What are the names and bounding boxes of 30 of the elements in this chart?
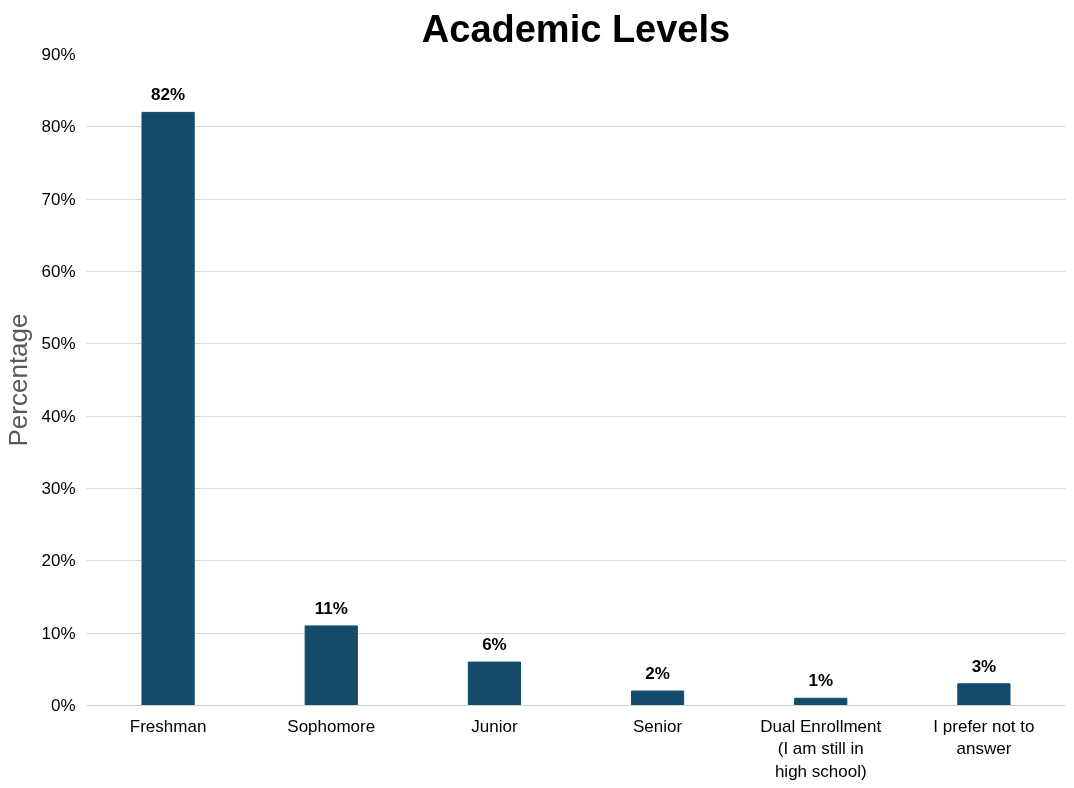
x-tick-label: Dual Enrollment (I am still in high school) [760, 716, 882, 782]
y-tick-label: 20% [41, 551, 76, 571]
y-axis-title: Percentage [3, 313, 34, 447]
data-label: 82% [151, 85, 186, 105]
bar [794, 697, 848, 706]
x-tick-label: Senior [633, 716, 683, 736]
y-tick-label: 60% [41, 262, 76, 281]
x-tick-label: Freshman [129, 716, 207, 736]
y-tick-label: 30% [41, 479, 76, 498]
chart-title: Academic Levels [421, 7, 731, 50]
data-label: 3% [971, 656, 997, 676]
bar [467, 661, 522, 706]
bar [630, 690, 685, 706]
data-label: 1% [808, 671, 834, 691]
bar [141, 111, 195, 706]
data-label: 6% [482, 635, 507, 655]
y-tick-label: 40% [41, 406, 76, 426]
bar [304, 625, 358, 706]
x-tick-label: Junior [471, 716, 518, 736]
data-label: 2% [645, 664, 670, 684]
x-tick-label: Sophomore [287, 716, 376, 736]
y-tick-label: 50% [41, 334, 76, 354]
x-tick-label: I prefer not to answer [933, 716, 1035, 759]
data-label: 11% [314, 598, 348, 618]
y-tick-label: 80% [41, 117, 76, 137]
y-tick-label: 90% [41, 45, 76, 64]
y-tick-label: 10% [41, 623, 76, 643]
y-tick-label: 70% [41, 189, 76, 209]
y-tick-label: 0% [50, 696, 76, 715]
bar [957, 683, 1011, 706]
